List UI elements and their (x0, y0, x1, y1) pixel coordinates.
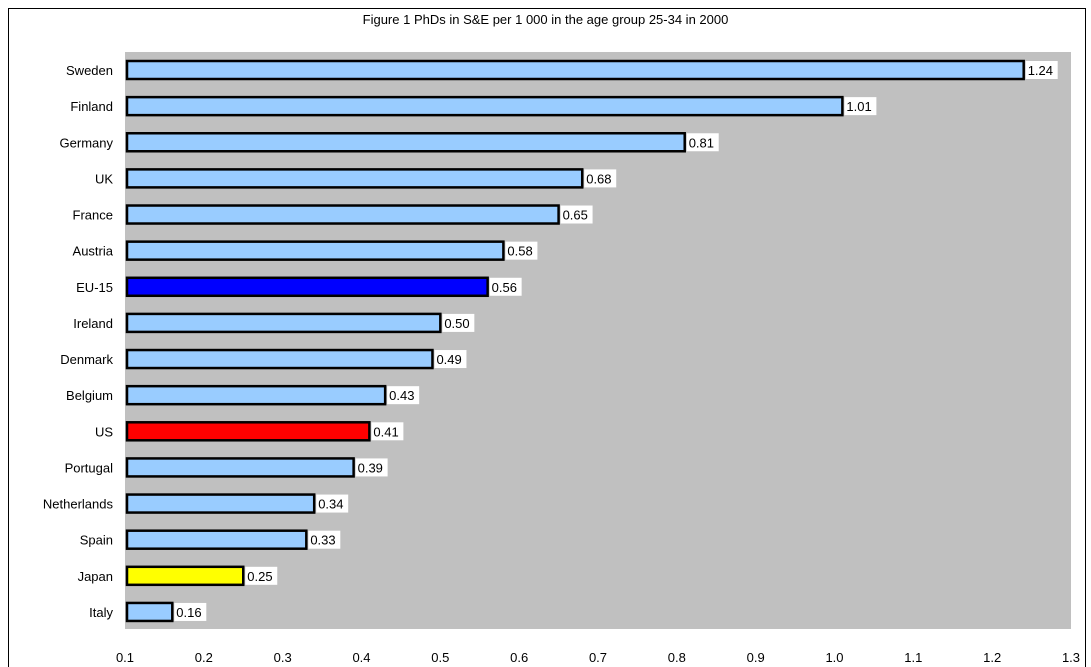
x-tick-label: 0.5 (431, 650, 449, 665)
category-label-ireland: Ireland (73, 316, 113, 331)
data-label-bg-denmark (434, 350, 467, 369)
category-label-sweden: Sweden (66, 63, 113, 78)
x-tick-label: 0.3 (274, 650, 292, 665)
x-tick-label: 0.8 (668, 650, 686, 665)
data-label-belgium: 0.43 (389, 388, 414, 403)
data-label-sweden: 1.24 (1028, 63, 1053, 78)
data-label-bg-italy (174, 602, 207, 621)
x-tick-label: 1.2 (983, 650, 1001, 665)
category-label-japan: Japan (78, 569, 113, 584)
x-tick-label: 0.6 (510, 650, 528, 665)
bar-italy (125, 601, 174, 623)
data-label-bg-austria (505, 241, 538, 260)
x-tick-label: 0.4 (352, 650, 370, 665)
data-label-uk: 0.68 (586, 171, 611, 186)
category-label-portugal: Portugal (65, 460, 114, 475)
bar-ireland (125, 312, 442, 334)
category-label-uk: UK (95, 171, 113, 186)
category-label-denmark: Denmark (60, 352, 113, 367)
category-label-austria: Austria (73, 244, 114, 259)
category-label-finland: Finland (70, 99, 113, 114)
data-label-austria: 0.58 (507, 244, 532, 259)
bar-denmark (125, 348, 434, 370)
category-label-italy: Italy (89, 605, 113, 620)
data-label-bg-germany (686, 133, 719, 152)
x-tick-label: 0.2 (195, 650, 213, 665)
chart-title: Figure 1 PhDs in S&E per 1 000 in the ag… (362, 12, 729, 27)
data-label-eu-15: 0.56 (492, 280, 517, 295)
data-label-italy: 0.16 (176, 605, 201, 620)
data-label-bg-sweden (1025, 61, 1058, 79)
data-label-bg-us (371, 422, 404, 441)
x-tick-label: 1.0 (825, 650, 843, 665)
x-tick-label: 1.1 (904, 650, 922, 665)
data-label-denmark: 0.49 (436, 352, 461, 367)
data-label-bg-japan (245, 566, 278, 585)
bars-group (125, 59, 1025, 623)
bar-belgium (125, 384, 387, 406)
x-tick-label: 0.1 (116, 650, 134, 665)
data-label-germany: 0.81 (689, 135, 714, 150)
category-label-eu-15: EU-15 (76, 280, 113, 295)
category-label-france: France (73, 208, 113, 223)
bar-portugal (125, 457, 355, 478)
data-label-us: 0.41 (373, 424, 398, 439)
data-label-bg-ireland (442, 313, 475, 332)
data-label-finland: 1.01 (846, 99, 871, 114)
x-tick-label: 0.9 (747, 650, 765, 665)
category-label-netherlands: Netherlands (43, 497, 114, 512)
data-label-bg-uk (584, 169, 617, 188)
category-label-spain: Spain (80, 533, 113, 548)
data-label-bg-netherlands (316, 494, 349, 513)
bar-netherlands (125, 493, 316, 514)
bar-spain (125, 529, 308, 550)
data-label-netherlands: 0.34 (318, 497, 343, 512)
bar-eu-15 (125, 276, 489, 298)
bar-us (125, 421, 371, 442)
data-label-portugal: 0.39 (358, 460, 383, 475)
data-label-bg-belgium (387, 386, 420, 405)
data-label-bg-eu-15 (489, 277, 522, 296)
data-label-bg-france (560, 205, 593, 224)
x-tick-label: 0.7 (589, 650, 607, 665)
value-labels: 1.24 1.01 0.81 0.68 0.65 0.58 0.56 0.50 0.49 0.43… (174, 61, 1058, 621)
chart-frame (8, 8, 1086, 667)
data-label-france: 0.65 (563, 208, 588, 223)
category-label-germany: Germany (60, 135, 114, 150)
bar-sweden (125, 59, 1025, 81)
data-label-bg-finland (844, 97, 877, 116)
bar-germany (125, 132, 686, 153)
bar-austria (125, 240, 505, 261)
bar-japan (125, 565, 245, 587)
bar-france (125, 204, 560, 225)
data-label-ireland: 0.50 (444, 316, 469, 331)
data-label-japan: 0.25 (247, 569, 272, 584)
category-label-us: US (95, 424, 113, 439)
category-label-belgium: Belgium (66, 388, 113, 403)
x-axis-ticks: 0.1 0.2 0.3 0.4 0.5 0.6 0.7 0.8 0.9 1.0 1.1 1.2 1.3 (116, 650, 1080, 665)
x-tick-label: 1.3 (1062, 650, 1080, 665)
bar-finland (125, 95, 844, 117)
bar-uk (125, 168, 584, 189)
data-label-bg-portugal (355, 458, 388, 477)
data-label-bg-spain (308, 530, 341, 549)
data-label-spain: 0.33 (310, 533, 335, 548)
category-labels: Sweden Finland Germany UK France Austria EU-15… (43, 63, 114, 620)
